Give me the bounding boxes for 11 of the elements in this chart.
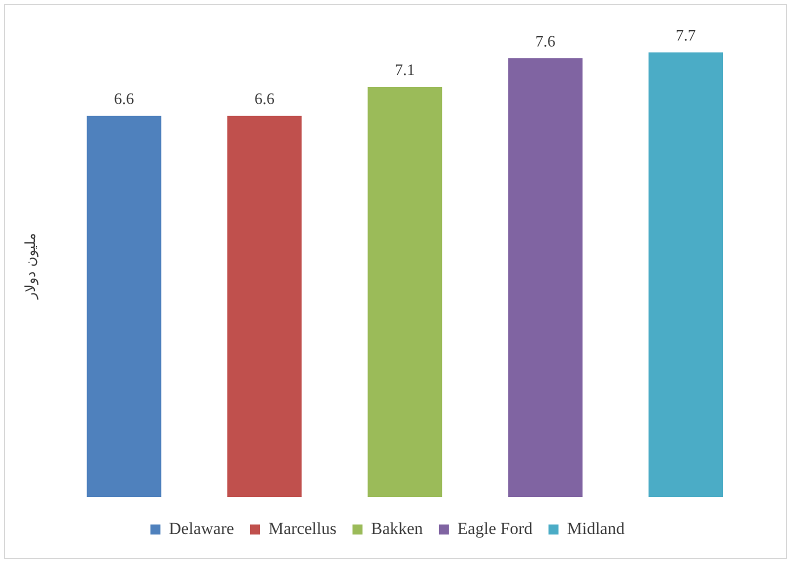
data-label: 7.6 [535, 33, 556, 50]
data-label: 7.1 [394, 62, 415, 80]
data-label: 7.7 [676, 28, 696, 45]
legend-label: Bakken [370, 518, 424, 538]
legend-label: Delaware [168, 518, 234, 538]
y-axis-title: مليون دولار [23, 232, 40, 300]
legend-label: Eagle Ford [457, 518, 533, 538]
legend-label: Marcellus [268, 518, 337, 538]
data-label: 6.6 [254, 91, 274, 108]
legend-label: Midland [566, 518, 626, 538]
data-label: 6.6 [114, 91, 134, 108]
